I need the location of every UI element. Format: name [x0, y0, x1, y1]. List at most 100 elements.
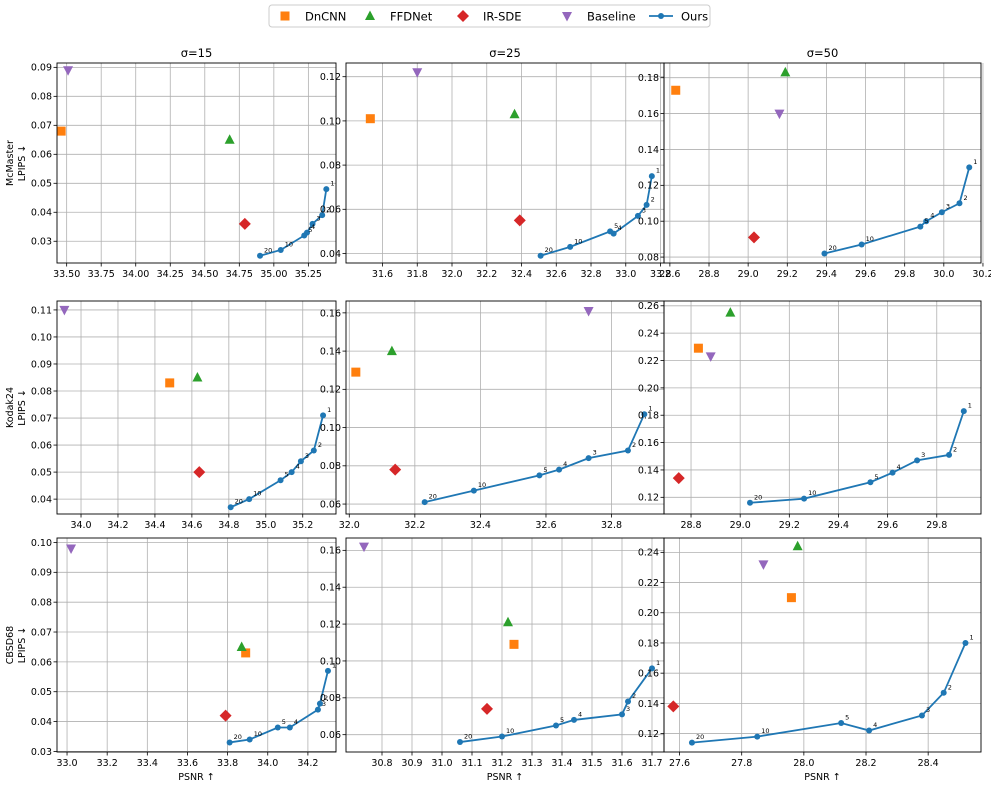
x-tick-label: 35.2: [292, 520, 313, 531]
x-tick-label: 33.8: [217, 758, 238, 769]
y-tick-label: 0.04: [31, 208, 52, 219]
ours-point-label: 20: [234, 733, 242, 741]
ours-point-label: 3: [317, 214, 321, 222]
ours-point-label: 5: [614, 222, 618, 230]
ours-point: [314, 706, 321, 713]
legend-marker-ir-sde: [457, 10, 469, 22]
point-baseline: [66, 544, 77, 554]
ours-point-label: 20: [696, 733, 704, 741]
ours-point: [309, 220, 316, 227]
y-tick-label: 0.14: [638, 465, 659, 476]
y-axis-label: LPIPS ↓: [17, 627, 28, 664]
y-tick-label: 0.10: [320, 656, 341, 667]
point-dncnn: [165, 378, 175, 388]
x-tick-label: 28.6: [659, 269, 680, 280]
ours-point-label: 20: [464, 733, 472, 741]
panel-mcmaster-sigma-50: 28.6 28.8 29.0 29.2 29.4 29.6 29.8 30.0 30.2 0.08…: [638, 46, 991, 280]
y-tick-label: 0.12: [638, 729, 659, 740]
ours-point-label: 1: [656, 659, 660, 667]
ours-point: [227, 504, 234, 511]
ours-point: [625, 698, 631, 705]
ours-point-label: 1: [656, 167, 660, 175]
ours-point-label: 5: [924, 217, 928, 225]
panel-cbsd68-sigma-50: 27.6 27.8 28.0 28.2 28.4 0.12 0.14 0.16 0.18 0.20…: [638, 537, 982, 783]
ours-point-label: 4: [873, 721, 877, 729]
axes-frame: [663, 300, 982, 515]
ours-point-label: 1: [330, 180, 334, 188]
point-ffdnet: [792, 540, 803, 551]
ours-point: [956, 200, 963, 207]
legend-label: FFDNet: [390, 10, 433, 24]
ours-point: [536, 472, 543, 479]
point-ffdnet: [386, 345, 397, 356]
y-tick-label: 0.07: [31, 121, 52, 132]
ours-point-label: 2: [963, 194, 967, 202]
x-tick-label: 33.2: [650, 269, 671, 280]
ours-point: [246, 496, 253, 503]
point-baseline: [705, 352, 716, 362]
y-tick-label: 0.14: [638, 699, 659, 710]
grid: [664, 301, 981, 514]
legend-label: Ours: [681, 10, 708, 24]
x-tick-label: 32.8: [601, 520, 622, 531]
ours-point-label: 4: [563, 460, 567, 468]
ours-point-label: 4: [578, 710, 582, 718]
column-title: σ=15: [181, 46, 213, 60]
x-tick-label: 34.25: [157, 269, 184, 280]
ours-point-label: 20: [545, 246, 553, 254]
x-tick-label: 34.0: [70, 520, 91, 531]
ours-point-label: 2: [318, 441, 322, 449]
ours-point-label: 10: [574, 237, 582, 245]
x-tick-label: 28.0: [793, 758, 814, 769]
x-tick-label: 32.6: [535, 520, 556, 531]
panels: 33.50 33.75 34.00 34.25 34.50 34.75 35.00 35.25…: [5, 46, 991, 783]
y-tick-label: 0.20: [638, 608, 659, 619]
x-axis-label: PSNR ↑: [804, 772, 840, 783]
legend-item-ir-sde: IR-SDE: [457, 10, 522, 24]
ours-point: [747, 499, 754, 506]
y-tick-label: 0.06: [320, 499, 341, 510]
y-tick-label: 0.24: [638, 548, 659, 559]
legend-item-baseline: Baseline: [562, 10, 636, 24]
y-tick-label: 0.05: [31, 468, 52, 479]
point-ffdnet: [725, 307, 736, 317]
legend-box: [268, 4, 711, 28]
ours-point: [838, 720, 845, 727]
ours-point: [619, 711, 625, 718]
panel-kodak24-sigma-25: 32.0 32.2 32.4 32.6 32.8 0.06 0.08 0.10 0.12 0.14…: [320, 300, 665, 531]
ours-point-label: 20: [754, 493, 762, 501]
axes-frame: [663, 537, 982, 753]
ours-point: [567, 243, 574, 250]
x-tick-label: 27.8: [731, 758, 752, 769]
ours-point-label: 10: [866, 235, 874, 243]
ours-point: [867, 479, 874, 486]
y-tick-label: 0.22: [638, 578, 659, 589]
y-tick-label: 0.12: [320, 72, 341, 83]
ours-point: [889, 469, 896, 476]
plot-area: 1 2 3 45 10 20: [671, 66, 977, 257]
y-tick-label: 0.04: [31, 495, 52, 506]
point-ffdnet: [503, 616, 513, 627]
y-tick-label: 0.16: [320, 308, 341, 319]
x-tick-label: 34.8: [218, 520, 239, 531]
x-tick-label: 29.4: [816, 269, 837, 280]
point-baseline: [412, 68, 423, 78]
y-axis-label: LPIPS ↓: [17, 389, 28, 426]
axes-frame: [56, 537, 337, 753]
y-tick-label: 0.06: [31, 657, 52, 668]
y-tick-label: 0.04: [320, 249, 341, 260]
ours-point: [457, 739, 463, 746]
grid: [346, 301, 664, 514]
x-tick-label: 33.6: [177, 758, 198, 769]
ours-point: [866, 727, 873, 734]
y-tick-label: 0.12: [638, 181, 659, 192]
x-tick-label: 31.0: [431, 758, 452, 769]
ours-point-label: 2: [948, 683, 952, 691]
ours-point-label: 2: [651, 195, 655, 203]
ours-point-label: 5: [285, 471, 289, 479]
ours-point: [324, 667, 331, 674]
x-tick-label: 31.6: [611, 758, 632, 769]
ours-point-label: 3: [322, 700, 326, 708]
ours-point: [914, 457, 921, 464]
y-tick-label: 0.22: [638, 356, 659, 367]
